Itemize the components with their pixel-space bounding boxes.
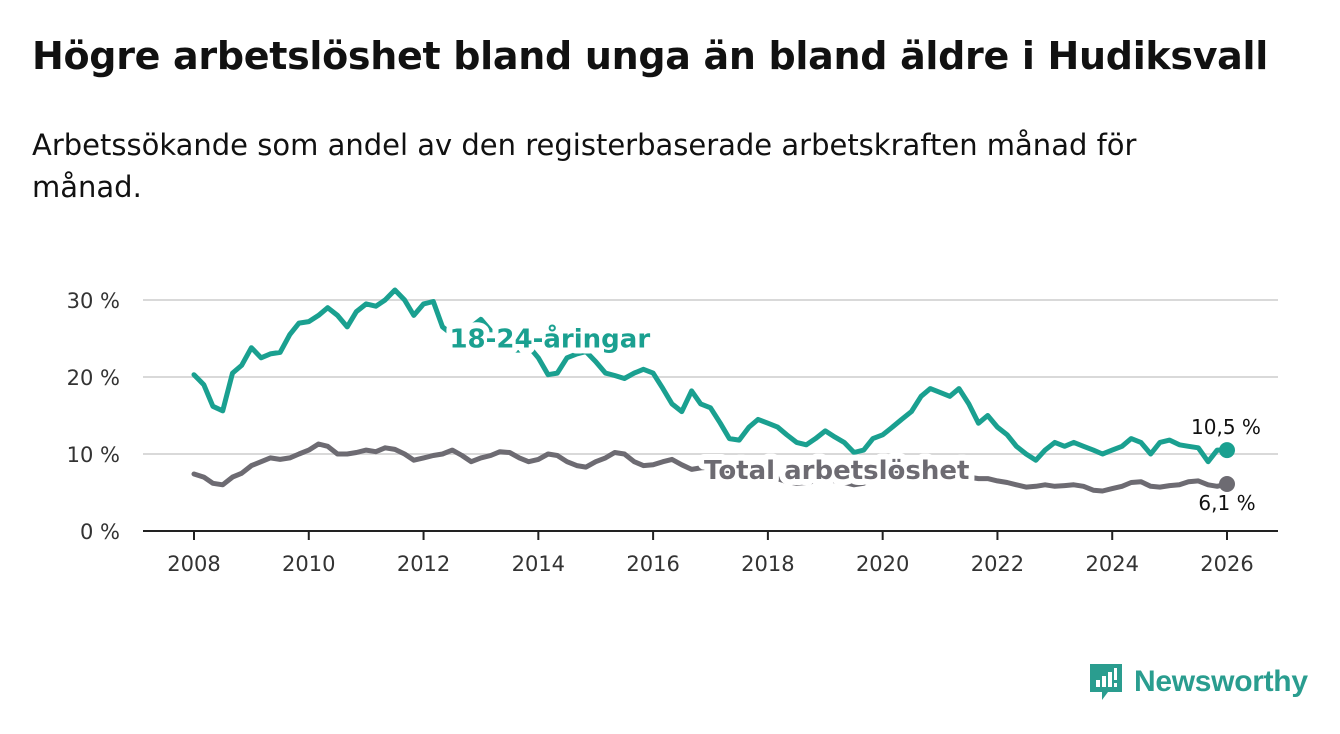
x-tick-label: 2014	[512, 552, 565, 576]
x-tick-label: 2008	[167, 552, 220, 576]
x-tick-label: 2026	[1200, 552, 1253, 576]
brand-name: Newsworthy	[1134, 665, 1308, 698]
line-chart: 0 % 10 % 20 % 30 % 2008 2010 2012 2014 2016 2018 2…	[67, 287, 1278, 576]
chart-subtitle: Arbetssökande som andel av den registerb…	[32, 128, 1137, 204]
series-line-youth	[191, 287, 1230, 465]
y-tick-label: 10 %	[67, 443, 120, 467]
y-tick-label: 30 %	[67, 289, 120, 313]
axis-layer: 0 % 10 % 20 % 30 % 2008 2010 2012 2014 2016 2018 2…	[67, 289, 1278, 576]
x-tick-label: 2024	[1085, 552, 1138, 576]
chart-title: Högre arbetslöshet bland unga än bland ä…	[32, 34, 1268, 78]
series-end-point-youth	[1219, 442, 1235, 459]
x-tick-label: 2016	[626, 552, 679, 576]
brand-logo[interactable]: Newsworthy	[1088, 660, 1308, 704]
end-value-label-youth: 10,5 %	[1191, 415, 1261, 439]
end-value-label-total: 6,1 %	[1198, 491, 1255, 515]
series-end-point-total	[1219, 476, 1235, 493]
x-tick-label: 2010	[282, 552, 335, 576]
series-layer	[191, 287, 1235, 494]
series-line-total	[191, 441, 1230, 494]
grid-layer	[143, 299, 1278, 455]
y-tick-label: 20 %	[67, 366, 120, 390]
newsworthy-logo-icon	[1090, 664, 1122, 700]
y-tick-label: 0 %	[80, 520, 120, 544]
label-layer: 10,5 % 6,1 % 18-24-åringar Total arbetslösh…	[443, 317, 1261, 516]
x-tick-label: 2020	[856, 552, 909, 576]
x-tick-label: 2022	[971, 552, 1024, 576]
x-tick-label: 2012	[397, 552, 450, 576]
series-label-total: Total arbetslöshet	[704, 456, 969, 486]
x-tick-label: 2018	[741, 552, 794, 576]
series-label-youth: 18-24-åringar	[449, 323, 650, 355]
